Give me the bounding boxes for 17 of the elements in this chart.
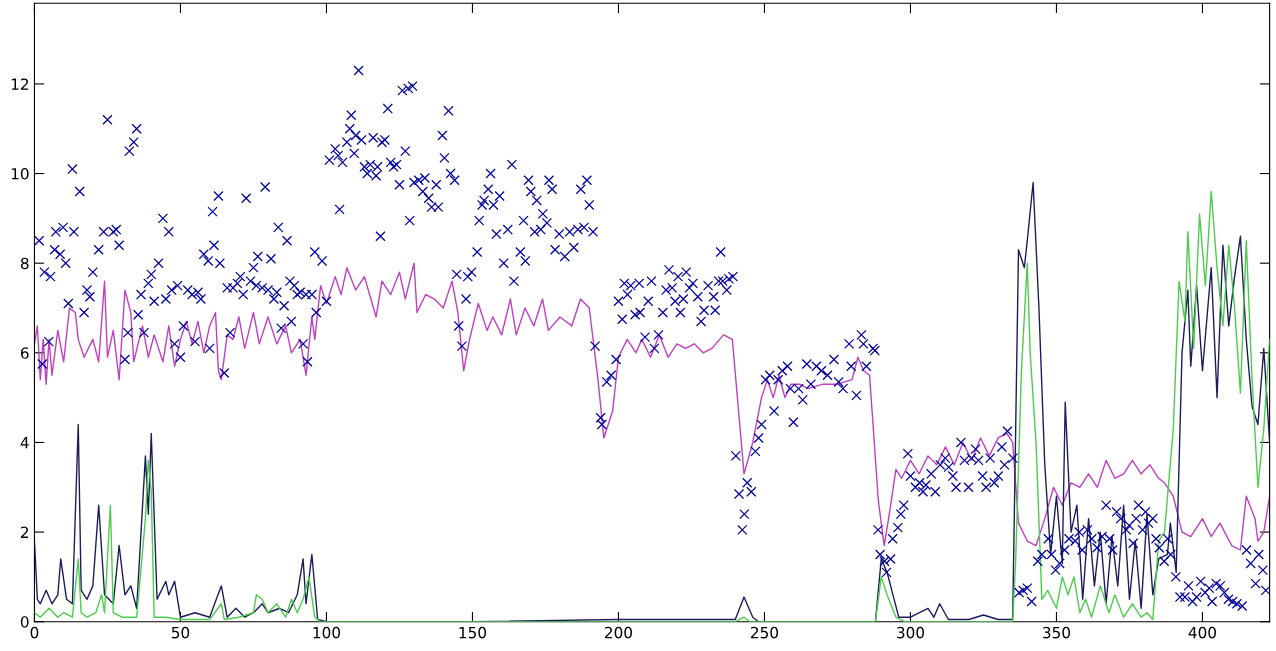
- y-tick-label: 10: [11, 168, 29, 180]
- x-tick-label: 150: [459, 626, 487, 639]
- x-tick-label: 200: [604, 626, 633, 639]
- y-tick-label: 4: [20, 437, 29, 449]
- x-tick-label: 0: [30, 626, 39, 639]
- y-tick-label: 2: [20, 526, 29, 538]
- line-series: [34, 262, 1270, 551]
- x-tick-label: 300: [897, 626, 925, 639]
- x-tick-label: 100: [313, 626, 341, 639]
- x-tick-label: 50: [171, 626, 190, 639]
- y-tick-label: 12: [11, 78, 29, 90]
- y-tick-label: 6: [20, 347, 29, 359]
- y-tick-label: 0: [20, 616, 29, 628]
- x-tick-label: 250: [751, 626, 779, 639]
- y-tick-label: 8: [20, 257, 29, 270]
- x-tick-label: 400: [1188, 626, 1217, 639]
- x-tick-label: 350: [1043, 626, 1071, 639]
